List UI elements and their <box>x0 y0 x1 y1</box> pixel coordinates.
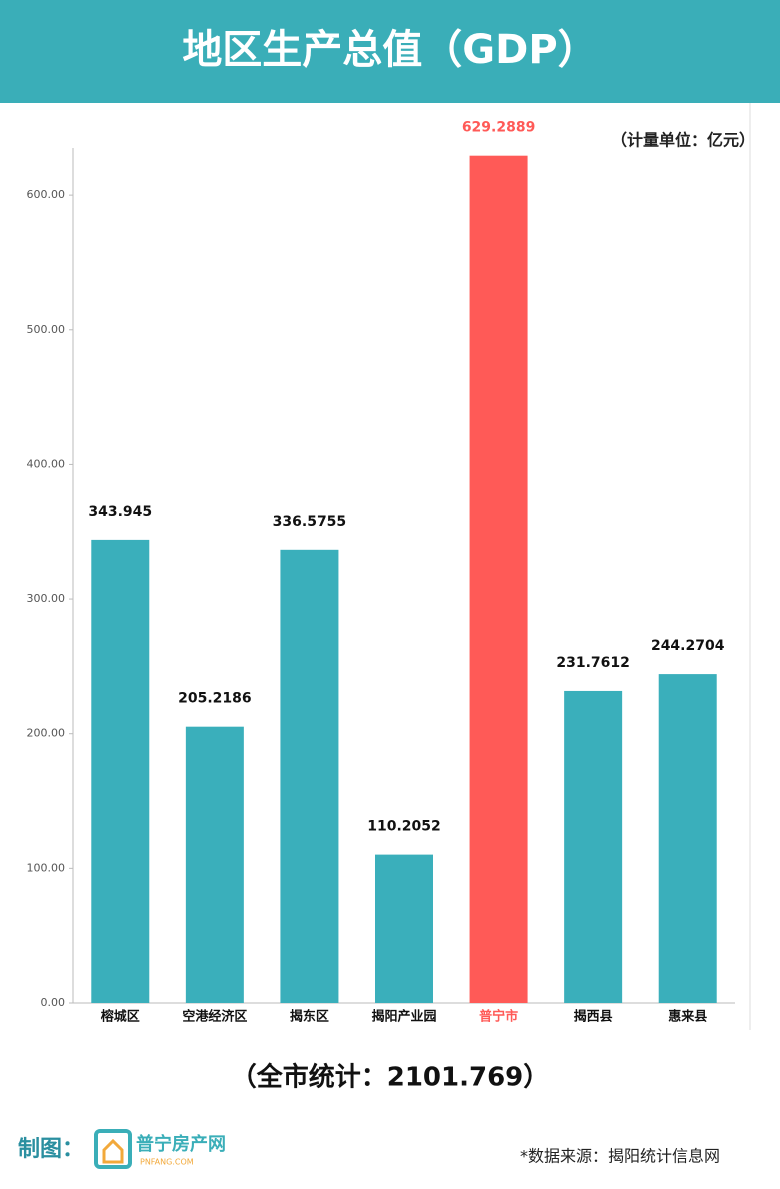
bar <box>91 539 150 1003</box>
logo-name: 普宁房产网 <box>136 1133 226 1155</box>
bar <box>185 726 244 1003</box>
value-label: 244.2704 <box>651 638 725 654</box>
logo-house <box>102 1138 124 1164</box>
bar <box>658 674 717 1003</box>
bar <box>375 854 433 1003</box>
value-label: 205.2186 <box>178 691 252 707</box>
source-note: *数据来源：揭阳统计信息网 <box>520 1147 720 1166</box>
bar <box>469 155 528 1003</box>
logo-url: PNFANG.COM <box>140 1158 194 1167</box>
x-tick-label: 榕城区 <box>101 1009 140 1025</box>
credit-label: 制图： <box>18 1137 84 1162</box>
y-tick-label: 100.00 <box>27 861 66 874</box>
y-tick-label: 0.00 <box>41 996 66 1009</box>
chart-title: 地区生产总值（GDP） <box>182 27 597 73</box>
y-tick-label: 500.00 <box>27 323 66 336</box>
value-label: 629.2889 <box>462 120 536 136</box>
value-label: 336.5755 <box>273 514 347 530</box>
bar <box>564 690 623 1003</box>
value-label: 343.945 <box>88 504 152 520</box>
x-tick-label: 普宁市 <box>479 1009 518 1025</box>
y-tick-label: 600.00 <box>27 188 66 201</box>
bar <box>280 549 339 1003</box>
y-tick-label: 200.00 <box>27 727 66 740</box>
x-tick-label: 空港经济区 <box>182 1009 247 1025</box>
y-tick-label: 300.00 <box>27 592 66 605</box>
x-tick-label: 惠来县 <box>668 1009 707 1025</box>
x-tick-label: 揭阳产业园 <box>371 1009 436 1025</box>
value-label: 110.2052 <box>367 819 441 835</box>
x-tick-label: 揭西县 <box>574 1009 613 1025</box>
value-label: 231.7612 <box>556 655 630 671</box>
logo-icon <box>94 1129 132 1169</box>
total-note: （全市统计：2101.769） <box>231 1062 550 1093</box>
header-band <box>0 0 780 103</box>
y-tick-label: 400.00 <box>27 457 66 470</box>
unit-note: （计量单位：亿元） <box>611 131 755 150</box>
x-tick-label: 揭东区 <box>290 1009 329 1025</box>
